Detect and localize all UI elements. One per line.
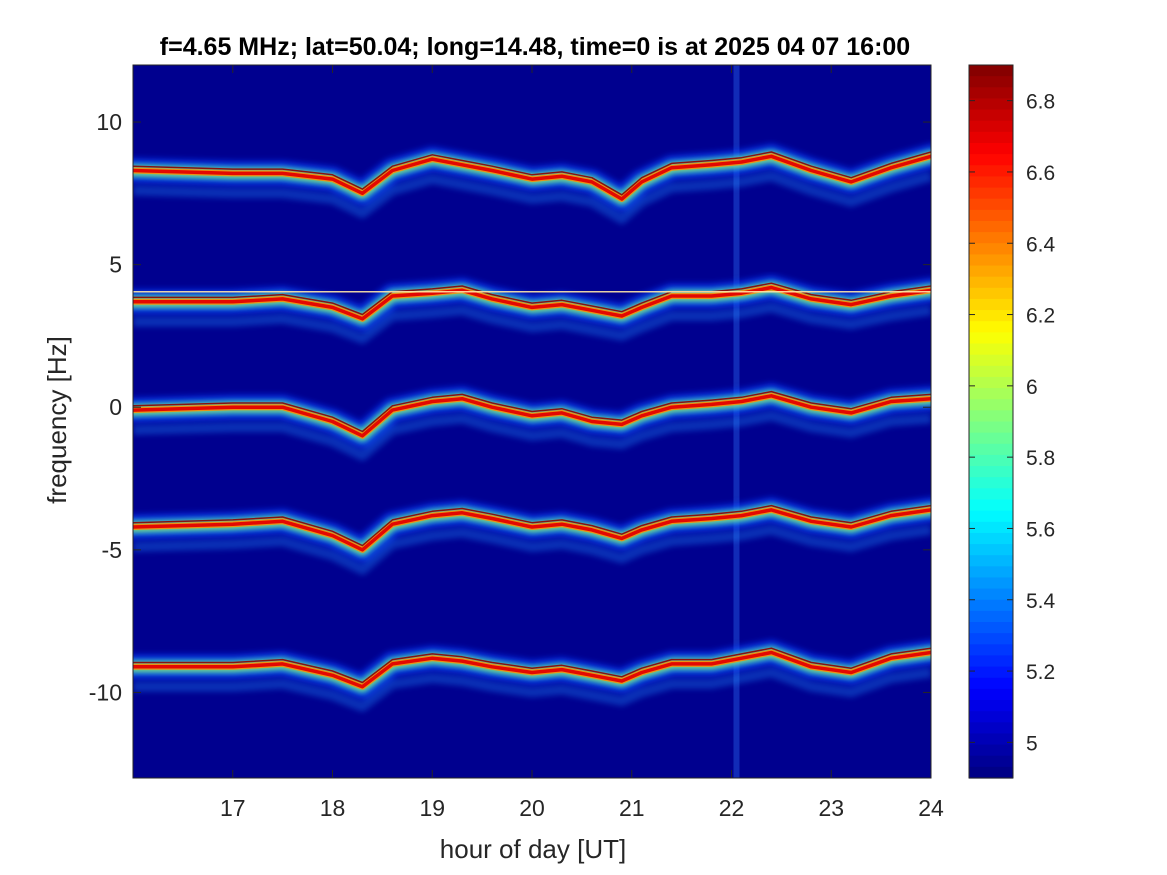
colorbar-tick-label: 5.8 xyxy=(1026,447,1055,470)
colorbar-frame xyxy=(968,64,1014,779)
colorbar-tick-label: 6.4 xyxy=(1026,233,1056,256)
trace-band-2 xyxy=(133,274,931,344)
colorbar-tick-label: 5.2 xyxy=(1026,661,1055,684)
x-axis-label: hour of day [UT] xyxy=(440,834,626,864)
x-tick-label: 20 xyxy=(519,795,545,821)
y-tick-label: 5 xyxy=(109,252,122,278)
y-tick-label: 10 xyxy=(96,109,122,135)
colorbar-tick-label: 5.6 xyxy=(1026,518,1055,541)
chart-title: f=4.65 MHz; lat=50.04; long=14.48, time=… xyxy=(160,33,910,61)
x-tick-label: 24 xyxy=(918,795,944,821)
y-tick-label: -5 xyxy=(102,537,122,563)
colorbar-tick-label: 6 xyxy=(1026,376,1038,399)
colorbar-tick-label: 6.2 xyxy=(1026,305,1055,328)
plot-area xyxy=(132,64,932,779)
trace-band-3 xyxy=(133,382,931,461)
trace-band-1 xyxy=(133,143,931,224)
colorbar-tick-label: 6.6 xyxy=(1026,162,1055,185)
y-axis-label: frequency [Hz] xyxy=(42,336,72,504)
x-tick-label: 19 xyxy=(419,795,445,821)
trace-band-5 xyxy=(133,639,931,712)
x-tick-label: 22 xyxy=(719,795,745,821)
x-tick-label: 21 xyxy=(619,795,645,821)
x-tick-label: 18 xyxy=(320,795,346,821)
spectral-traces xyxy=(133,65,931,778)
colorbar-tick-label: 5 xyxy=(1026,732,1038,755)
y-axis: 10 5 0 -5 -10 xyxy=(89,109,931,705)
x-axis: 17 18 19 20 21 22 23 24 xyxy=(220,65,944,821)
colorbar-tick-label: 6.8 xyxy=(1026,91,1055,114)
x-tick-label: 23 xyxy=(818,795,844,821)
colorbar: 6.8 6.6 6.4 6.2 6 5.8 5.6 5.4 5.2 5 xyxy=(968,64,1056,779)
colorbar-tick-label: 5.4 xyxy=(1026,590,1056,613)
colorbar-ticks: 6.8 6.6 6.4 6.2 6 5.8 5.6 5.4 5.2 5 xyxy=(969,91,1056,755)
trace-band-4 xyxy=(133,496,931,575)
y-tick-label: 0 xyxy=(109,394,122,420)
x-tick-label: 17 xyxy=(220,795,246,821)
y-tick-label: -10 xyxy=(89,679,122,705)
colorbar-gradient xyxy=(969,65,1013,779)
